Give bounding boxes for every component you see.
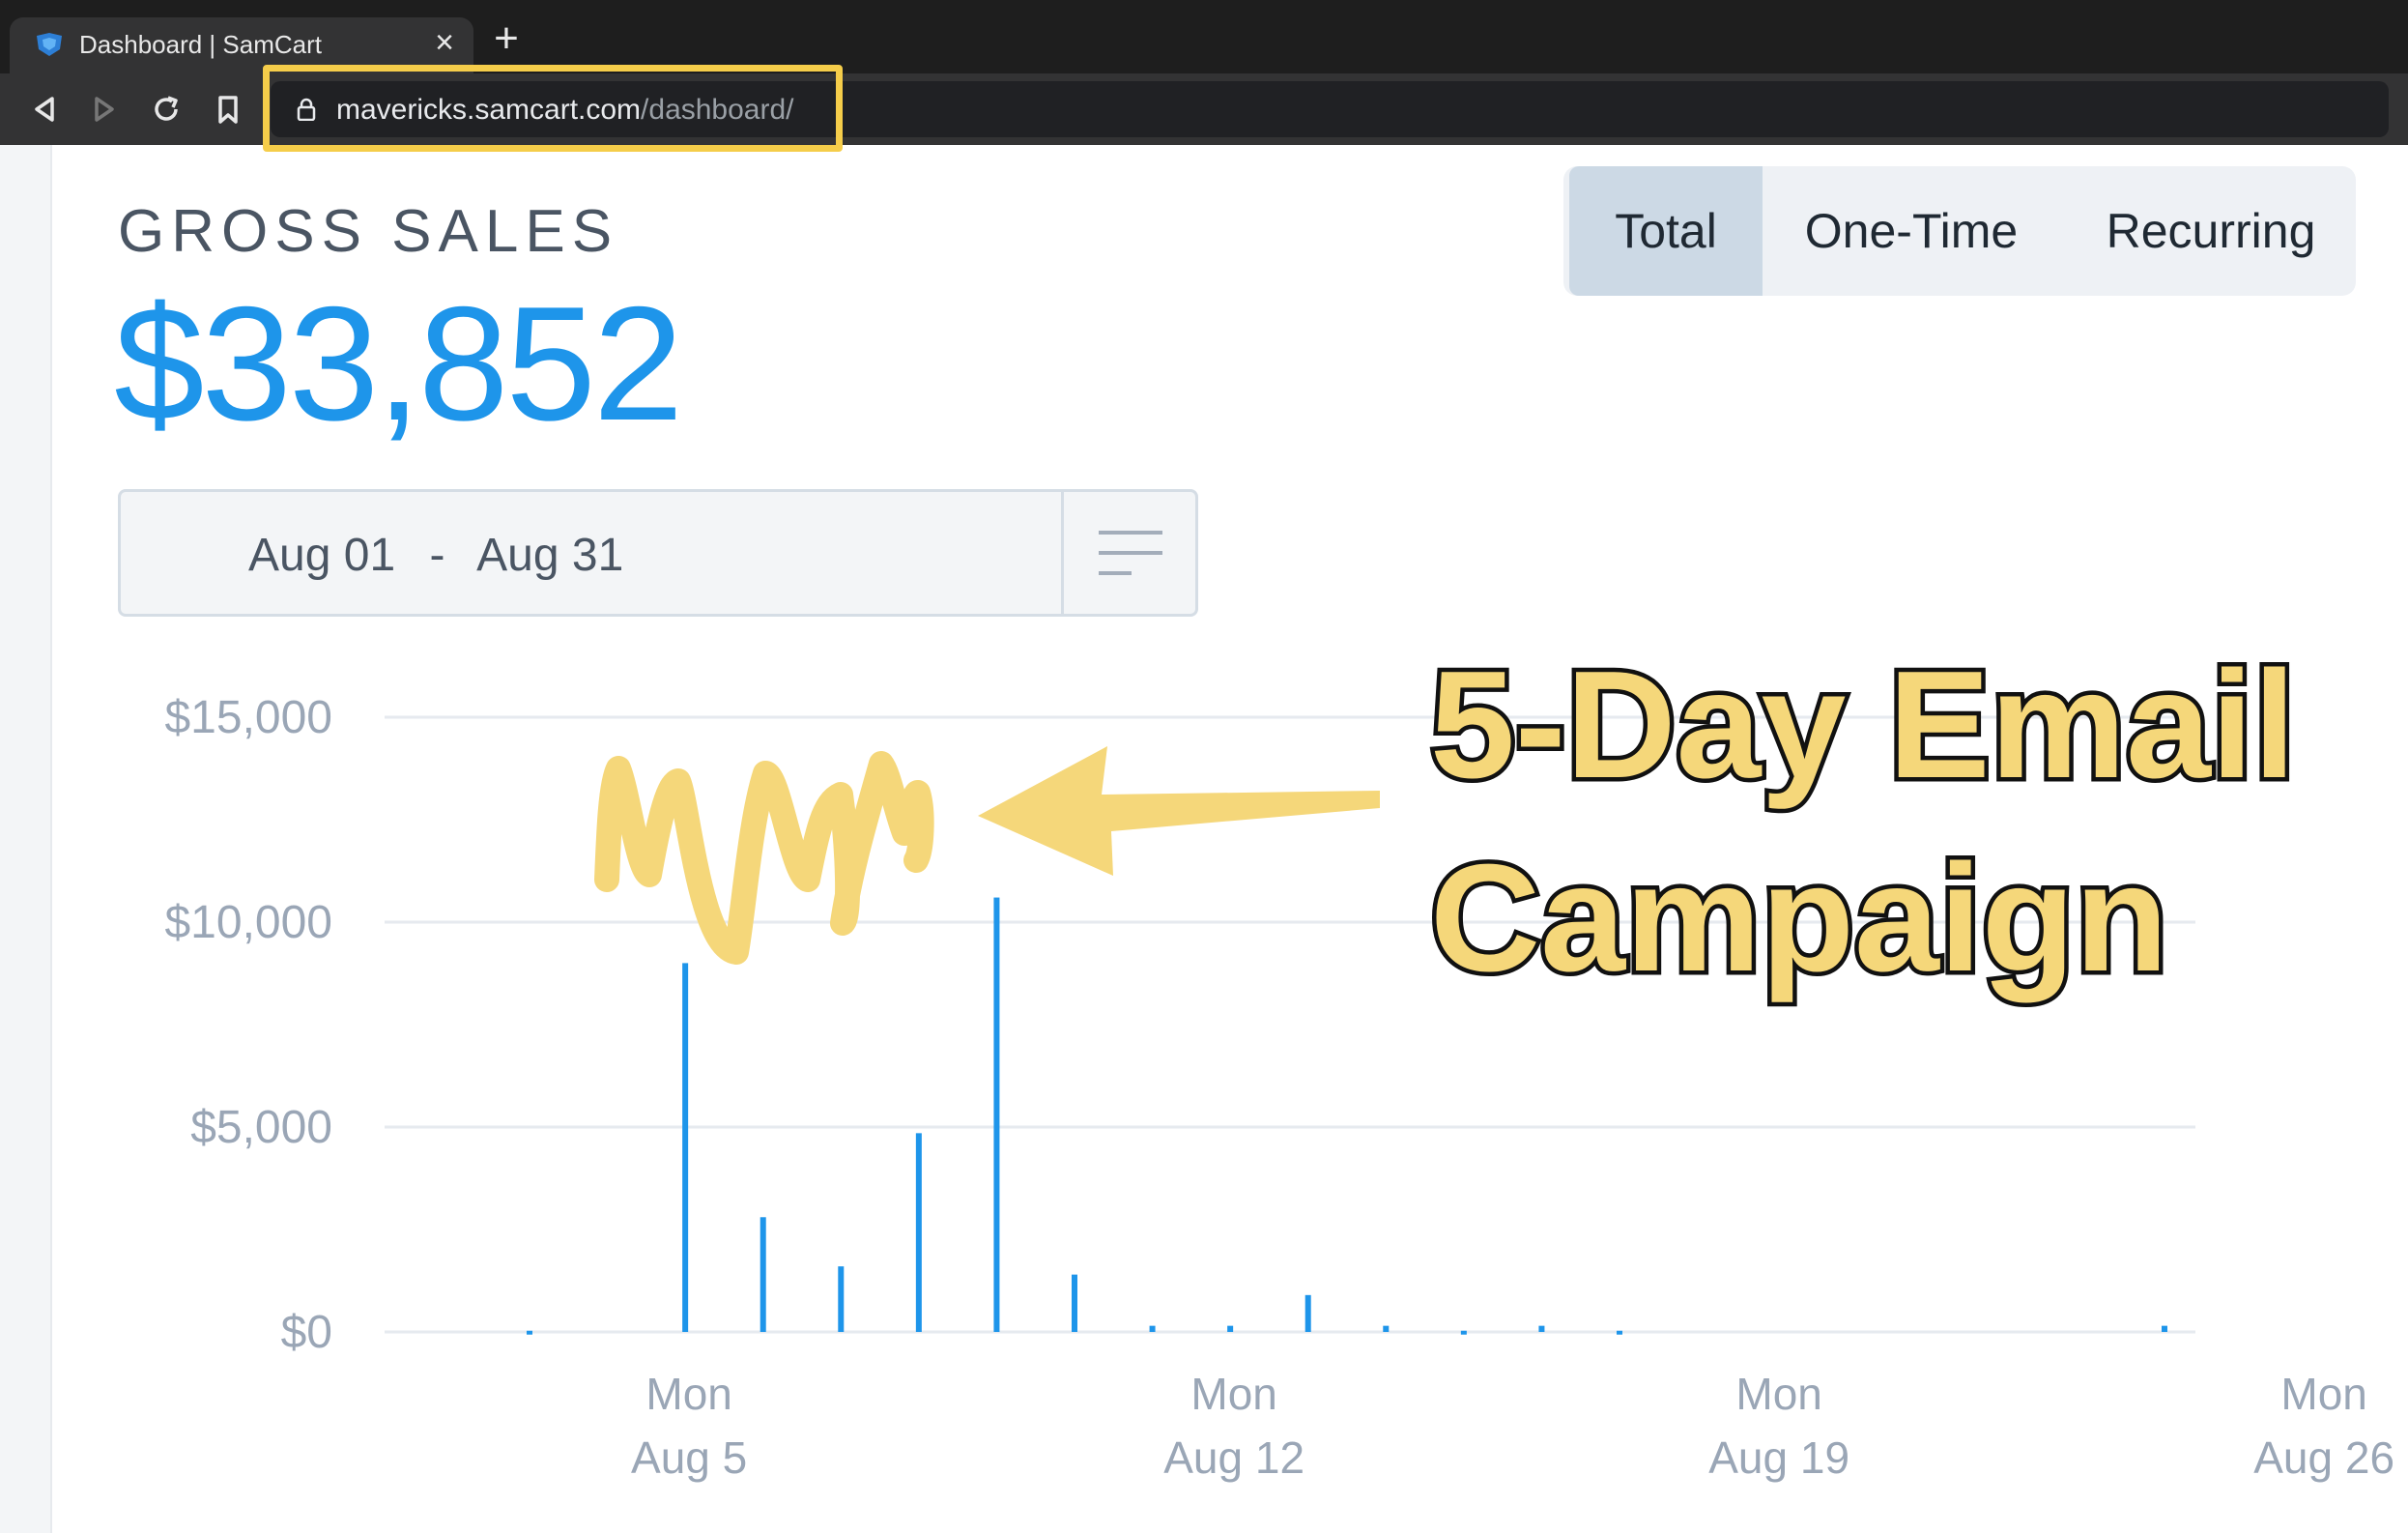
tab-close-icon[interactable]: × [435,24,454,61]
segment-one-time[interactable]: One-Time [1804,204,2019,258]
sales-bar[interactable] [1383,1325,1390,1332]
y-tick-label: $5,000 [190,1102,332,1153]
date-end: Aug 31 [476,530,624,581]
sales-bar[interactable] [2162,1325,2167,1332]
lock-icon [297,98,316,121]
segment-recurring[interactable]: Recurring [2106,204,2316,258]
x-tick-weekday: Mon [2280,1369,2366,1419]
back-icon[interactable] [25,90,64,129]
gross-sales-amount: $33,852 [114,273,683,454]
menu-lines-icon [1099,531,1162,575]
x-tick-weekday: Mon [1190,1369,1276,1419]
date-start: Aug 01 [248,530,396,581]
forward-icon[interactable] [85,90,124,129]
sales-bar[interactable] [1227,1325,1234,1332]
x-tick-date: Aug 26 [2253,1432,2394,1483]
date-separator: - [429,530,445,581]
new-tab-icon[interactable]: + [494,14,519,62]
annotation-arrow-icon [978,746,1380,876]
campaign-label-line1: 5-Day Email [1426,636,2301,815]
sales-bar[interactable] [1304,1294,1311,1332]
y-tick-label: $15,000 [164,692,332,743]
browser-tab-strip: Dashboard | SamCart × + [0,0,2408,75]
segment-total[interactable]: Total [1569,166,1763,296]
address-bar[interactable]: mavericks.samcart.com/dashboard/ [271,81,2389,137]
date-range-picker[interactable]: Aug 01 - Aug 31 [118,489,1198,617]
annotation-scribble [594,751,934,965]
campaign-annotation-label: 5-Day Email Campaign [1426,628,2301,1015]
url-host: mavericks.samcart.com [336,94,642,126]
x-tick-weekday: Mon [1735,1369,1821,1419]
samcart-favicon-icon [37,33,62,56]
url-text: mavericks.samcart.com/dashboard/ [336,94,794,127]
sales-bar[interactable] [1617,1330,1622,1335]
sales-bar[interactable] [1460,1330,1467,1335]
tab-title: Dashboard | SamCart [79,30,322,59]
sales-bar[interactable] [915,1133,922,1332]
reload-icon[interactable] [147,90,186,129]
sales-bar[interactable] [682,963,689,1332]
sales-bar[interactable] [1072,1274,1077,1332]
x-tick-date: Aug 19 [1708,1432,1849,1483]
x-tick-date: Aug 5 [631,1432,747,1483]
url-highlight-box [263,65,843,152]
url-path: /dashboard/ [641,94,794,126]
date-range-text: Aug 01 - Aug 31 [248,529,623,582]
campaign-label-line2: Campaign [1426,829,2173,1008]
sales-bar[interactable] [1149,1325,1156,1332]
sales-bar[interactable] [760,1217,766,1332]
chart-x-axis: Mon Aug 5 Mon Aug 12 Mon Aug 19 Mon Aug 26 [631,1369,2394,1483]
sales-bar[interactable] [838,1266,845,1332]
bookmark-icon[interactable] [209,90,247,129]
x-tick-date: Aug 12 [1163,1432,1304,1483]
y-tick-label: $10,000 [164,897,332,948]
browser-toolbar: mavericks.samcart.com/dashboard/ [0,73,2408,145]
sales-type-toggle: Total One-Time Recurring [1563,166,2356,296]
chart-y-axis: $15,000 $10,000 $5,000 $0 [164,692,332,1358]
sales-bar[interactable] [527,1330,532,1335]
left-gutter [0,145,52,1533]
date-menu-button[interactable] [1061,492,1195,614]
chart-bars [527,897,2167,1335]
gross-sales-label: GROSS SALES [118,198,619,265]
x-tick-weekday: Mon [645,1369,731,1419]
browser-tab[interactable]: Dashboard | SamCart × [10,17,473,75]
y-tick-label: $0 [281,1307,332,1358]
sales-bar[interactable] [1538,1325,1545,1332]
sales-bar[interactable] [993,897,1000,1332]
